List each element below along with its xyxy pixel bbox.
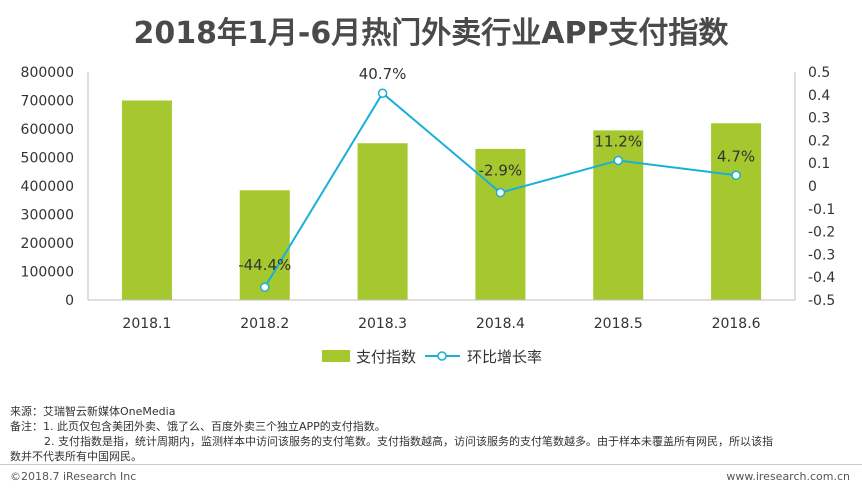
y-right-tick-label: 0.2 (808, 133, 830, 149)
growth-point-2018.3 (377, 88, 388, 98)
growth-data-label: -2.9% (479, 162, 523, 180)
footer-bar: ©2018.7 iResearch Inc www.iresearch.com.… (0, 464, 862, 488)
legend-bar-label: 支付指数 (356, 348, 416, 366)
y-left-tick-label: 400000 (21, 179, 74, 195)
y-right-tick-label: 0.3 (808, 111, 830, 127)
y-right-tick-label: -0.2 (808, 225, 835, 241)
y-left-tick-label: 700000 (21, 94, 74, 110)
copyright-text: ©2018.7 iResearch Inc (10, 470, 137, 483)
remark-note-1: 备注：1. 此页仅包含美团外卖、饿了么、百度外卖三个独立APP的支付指数。 (10, 420, 386, 433)
growth-data-label: 4.7% (717, 147, 755, 165)
x-tick-label: 2018.1 (122, 316, 171, 332)
x-tick-label: 2018.6 (712, 316, 761, 332)
legend-bar-swatch (322, 350, 350, 362)
y-right-tick-label: -0.1 (808, 202, 835, 218)
remark-note-2: 2. 支付指数是指，统计周期内，监测样本中访问该服务的支付笔数。支付指数越高，访… (44, 435, 773, 448)
chart-title: 2018年1月-6月热门外卖行业APP支付指数 (133, 16, 729, 51)
y-right-tick-label: 0.1 (808, 156, 830, 172)
website-link[interactable]: www.iresearch.com.cn (726, 470, 850, 483)
footer-notes: 来源：艾瑞智云新媒体OneMedia 备注：1. 此页仅包含美团外卖、饿了么、百… (10, 404, 860, 464)
y-right-tick-label: -0.3 (808, 247, 835, 263)
remark-note-3: 数并不代表所有中国网民。 (10, 450, 142, 463)
y-left-tick-label: 0 (65, 293, 74, 309)
y-left-tick-label: 500000 (21, 151, 74, 167)
chart-canvas: 800000 700000 600000 500000 400000 300000 2000… (21, 65, 836, 366)
y-right-tick-label: -0.4 (808, 270, 835, 286)
bar-2018.2 (239, 190, 290, 300)
growth-data-label: 40.7% (359, 65, 407, 83)
source-note: 来源：艾瑞智云新媒体OneMedia (10, 405, 176, 418)
bar-2018.6 (711, 123, 762, 300)
growth-data-label: -44.4% (238, 256, 291, 274)
y-left-tick-label: 800000 (21, 65, 74, 81)
y-left-tick-label: 100000 (21, 265, 74, 281)
bar-2018.4 (475, 148, 526, 300)
growth-data-label: 11.2% (594, 132, 642, 150)
growth-point-2018.6 (731, 170, 741, 181)
x-tick-label: 2018.3 (358, 316, 407, 332)
y-left-tick-label: 600000 (21, 122, 74, 138)
growth-point-2018.5 (613, 155, 623, 166)
bar-2018.3 (357, 143, 408, 300)
x-tick-label: 2018.4 (476, 316, 525, 332)
x-tick-label: 2018.5 (594, 316, 643, 332)
bar-2018.1 (121, 100, 172, 300)
legend-line-label: 环比增长率 (467, 348, 542, 366)
growth-point-2018.2 (260, 282, 270, 292)
y-left-tick-label: 300000 (21, 208, 74, 224)
y-right-tick-label: 0.5 (808, 65, 830, 81)
growth-point-2018.4 (495, 187, 506, 198)
y-right-tick-label: 0 (808, 179, 817, 195)
y-right-tick-label: 0.4 (808, 88, 830, 104)
legend-line-marker (437, 351, 447, 361)
x-tick-label: 2018.2 (240, 316, 289, 332)
y-right-tick-label: -0.5 (808, 293, 835, 309)
y-left-tick-label: 200000 (21, 236, 74, 252)
